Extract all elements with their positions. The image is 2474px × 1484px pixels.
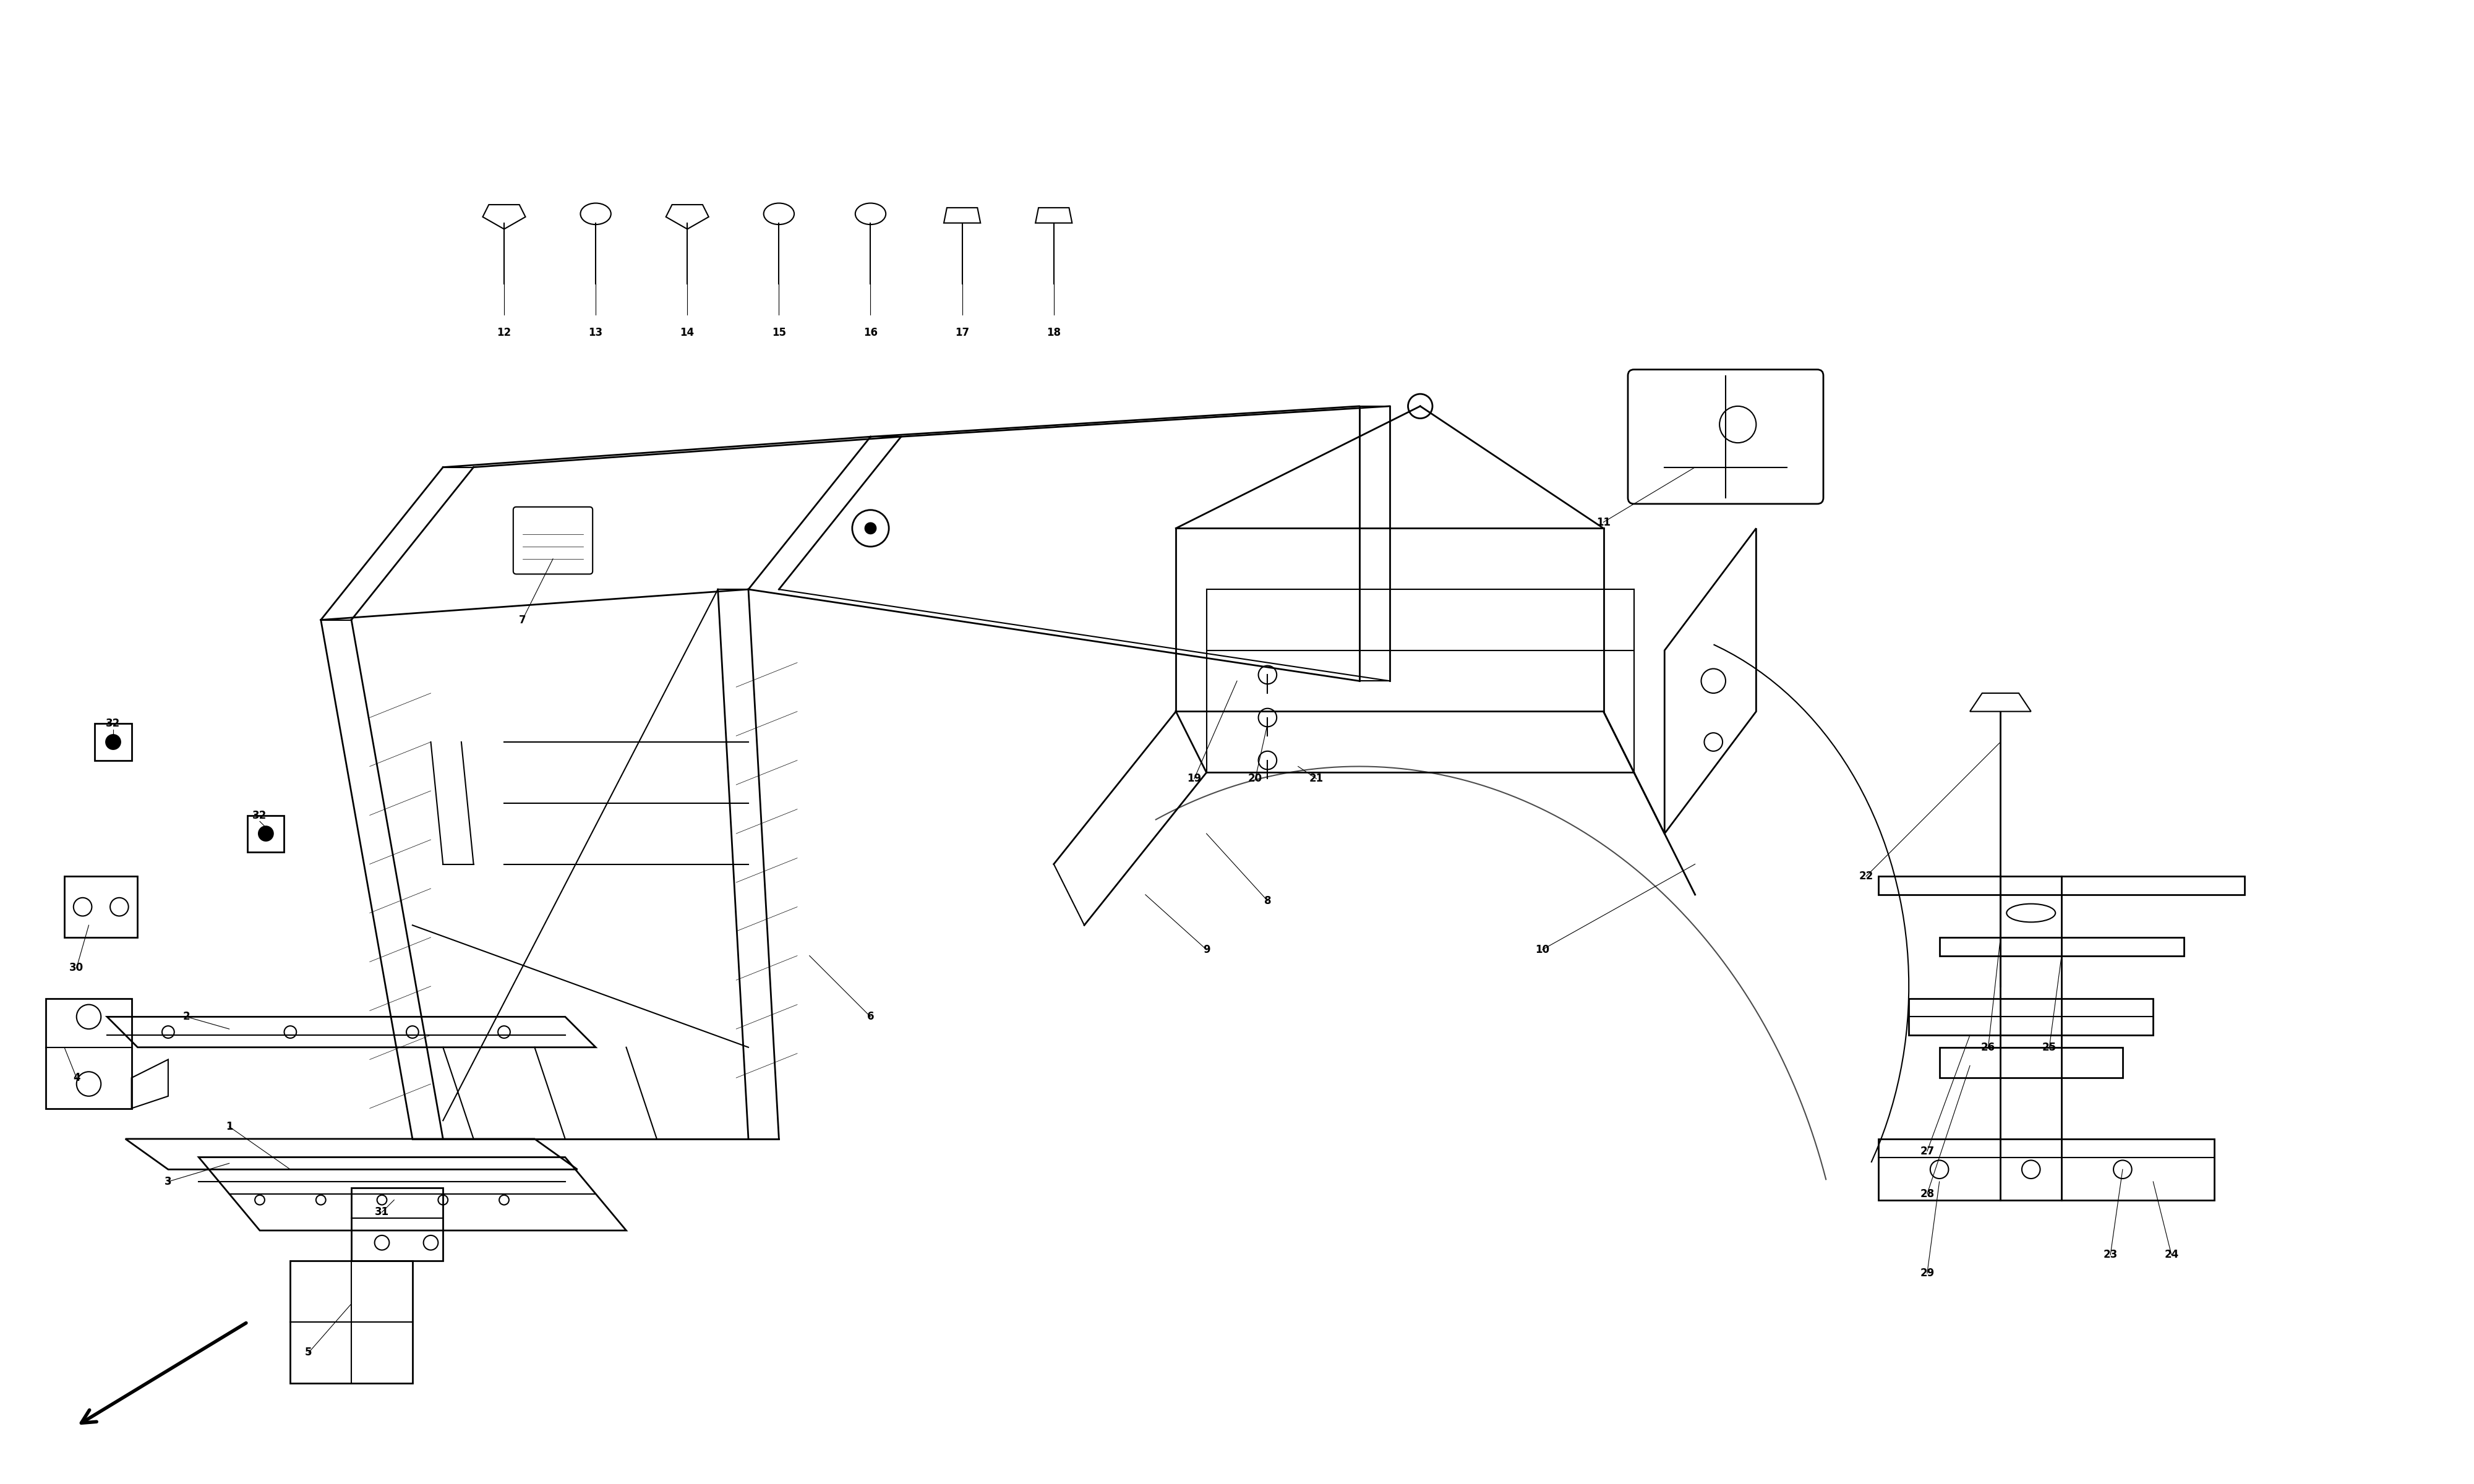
Text: 32: 32 bbox=[252, 810, 267, 821]
Text: 31: 31 bbox=[374, 1206, 388, 1218]
Text: 16: 16 bbox=[863, 328, 878, 338]
Text: 18: 18 bbox=[1047, 328, 1061, 338]
Text: 28: 28 bbox=[1920, 1189, 1935, 1199]
Text: 24: 24 bbox=[2165, 1250, 2180, 1260]
Text: 9: 9 bbox=[1202, 944, 1210, 956]
Text: 5: 5 bbox=[304, 1347, 312, 1358]
Circle shape bbox=[260, 827, 272, 841]
Text: 29: 29 bbox=[1920, 1267, 1935, 1279]
Text: 7: 7 bbox=[520, 614, 527, 625]
Text: 11: 11 bbox=[1596, 516, 1611, 528]
Text: 3: 3 bbox=[166, 1175, 171, 1187]
Text: 12: 12 bbox=[497, 328, 512, 338]
Text: 6: 6 bbox=[866, 1011, 873, 1022]
Text: 23: 23 bbox=[2103, 1250, 2118, 1260]
Text: 19: 19 bbox=[1188, 773, 1202, 784]
Text: 17: 17 bbox=[955, 328, 970, 338]
Text: 13: 13 bbox=[589, 328, 604, 338]
Text: 15: 15 bbox=[772, 328, 787, 338]
Text: 25: 25 bbox=[2041, 1042, 2056, 1052]
Text: 2: 2 bbox=[183, 1011, 190, 1022]
Circle shape bbox=[863, 522, 876, 534]
Text: 4: 4 bbox=[72, 1073, 79, 1083]
Text: 21: 21 bbox=[1309, 773, 1324, 784]
Text: 20: 20 bbox=[1249, 773, 1262, 784]
Text: 26: 26 bbox=[1982, 1042, 1997, 1052]
Text: 14: 14 bbox=[680, 328, 695, 338]
Text: 27: 27 bbox=[1920, 1146, 1935, 1156]
Text: 8: 8 bbox=[1264, 895, 1272, 907]
Text: 32: 32 bbox=[106, 718, 121, 729]
Text: 30: 30 bbox=[69, 962, 84, 974]
Text: 10: 10 bbox=[1536, 944, 1549, 956]
Circle shape bbox=[106, 735, 121, 749]
Text: 1: 1 bbox=[225, 1120, 233, 1132]
Text: 22: 22 bbox=[1858, 871, 1873, 881]
